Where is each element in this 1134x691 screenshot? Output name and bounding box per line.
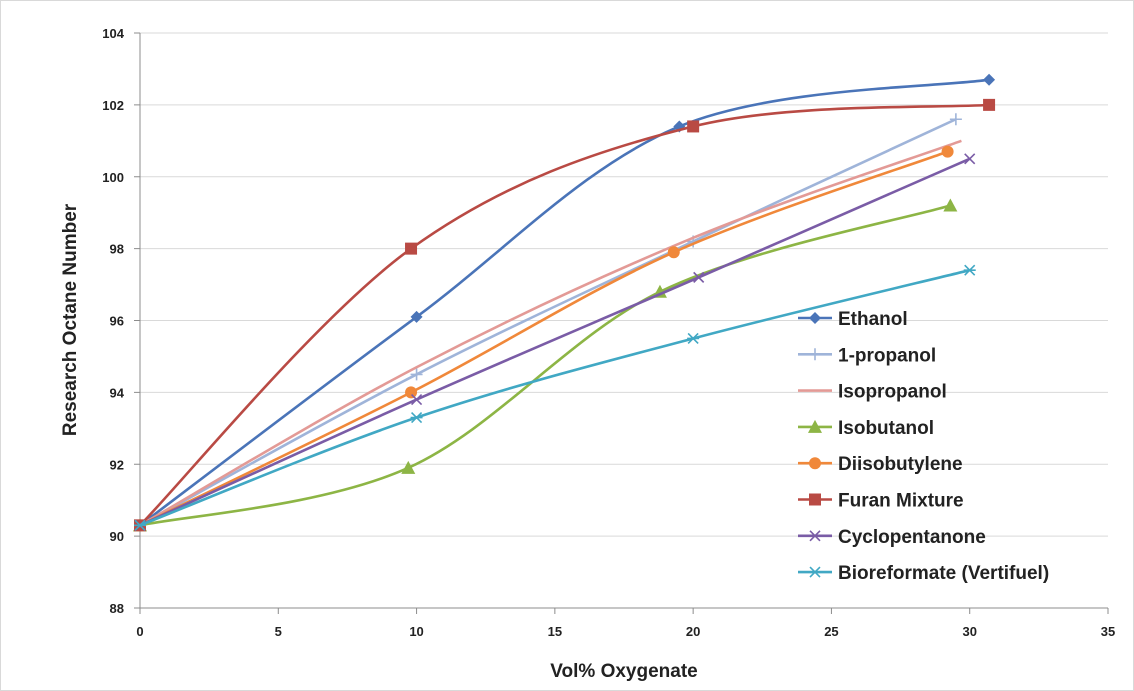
y-tick-label: 96 [110,314,124,329]
series-line [139,118,957,527]
legend-label: Bioreformate (Vertifuel) [838,563,1049,584]
data-point [667,246,680,259]
axes: 88 90 92 94 96 98 100 102 104 0 5 10 15 20 25 30 35 [102,26,1115,639]
data-point [410,411,423,424]
legend-marker [809,493,821,506]
x-axis-title: Vol% Oxygenate [550,661,697,682]
x-tick-label: 35 [1101,624,1115,639]
series-line [139,268,971,527]
y-tick-label: 102 [102,98,124,113]
series-line [139,103,990,527]
x-tick-label: 30 [962,624,976,639]
x-tick-label: 0 [136,624,143,639]
data-point [949,113,962,126]
legend-label: Isopropanol [838,382,947,403]
y-tick-label: 100 [102,170,124,185]
series-line [139,78,990,527]
x-tick-label: 20 [686,624,700,639]
legend-label: 1-propanol [838,345,936,366]
data-point [963,264,976,276]
y-tick-label: 90 [110,529,124,544]
data-point [411,393,423,406]
legend-marker [809,457,821,470]
y-tick-label: 104 [102,26,124,41]
legend-label: Furan Mixture [838,491,964,512]
series-line [139,157,971,527]
x-tick-label: 15 [548,624,562,639]
data-point [405,386,418,399]
series-line [139,204,951,527]
data-point [687,120,700,133]
data-point [410,368,423,381]
data-point [405,242,418,255]
data-point [964,153,976,165]
legend-marker [809,348,821,361]
data-point [693,271,705,283]
legend-label: Cyclopentanone [838,527,986,548]
y-tick-label: 88 [110,601,124,616]
legend-marker [809,530,821,542]
y-tick-label: 92 [110,457,124,472]
series-group [133,73,996,532]
data-point [983,73,996,86]
series-line [139,139,962,527]
y-tick-label: 94 [110,385,125,400]
legend-marker [808,419,822,433]
y-tick-label: 98 [110,242,124,257]
legend-label: Ethanol [838,309,908,330]
data-point [943,198,958,212]
x-tick-label: 25 [824,624,838,639]
legend-marker [809,312,821,324]
data-point [687,332,700,345]
legend-label: Diisobutylene [838,454,963,475]
y-axis-title: Research Octane Number [60,203,81,436]
series-line [139,150,949,527]
data-point [941,145,954,158]
gridlines [140,32,1108,537]
data-point [983,98,996,111]
data-point [410,310,423,323]
data-point [134,519,146,531]
legend: Ethanol 1-propanol Isopropanol Isobutanol Di… [798,309,1049,584]
data-point [401,460,416,474]
legend-marker [809,566,821,578]
x-tick-label: 10 [409,624,423,639]
x-tick-label: 5 [275,624,282,639]
legend-label: Isobutanol [838,418,934,439]
